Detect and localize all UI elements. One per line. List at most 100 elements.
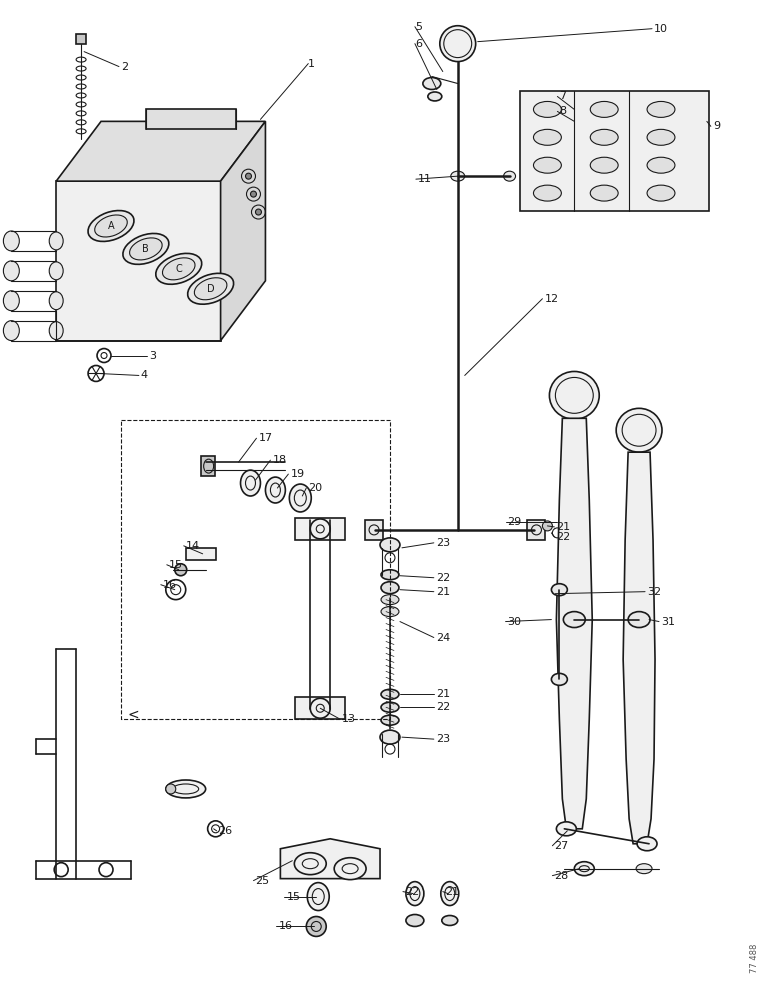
Text: 2: 2	[121, 62, 128, 72]
Polygon shape	[56, 181, 221, 341]
Ellipse shape	[442, 915, 458, 925]
Text: 12: 12	[544, 294, 559, 304]
Ellipse shape	[266, 477, 286, 503]
Text: 15: 15	[169, 560, 183, 570]
Text: 3: 3	[149, 351, 156, 361]
Ellipse shape	[647, 185, 675, 201]
Ellipse shape	[406, 882, 424, 906]
Circle shape	[543, 521, 553, 531]
Ellipse shape	[533, 185, 561, 201]
Text: 5: 5	[415, 22, 422, 32]
Text: 31: 31	[661, 617, 675, 627]
Text: D: D	[207, 284, 215, 294]
Ellipse shape	[380, 730, 400, 744]
Ellipse shape	[616, 408, 662, 452]
Bar	[520, 91, 709, 211]
Ellipse shape	[628, 612, 650, 628]
Text: 32: 32	[647, 587, 661, 597]
Text: 1: 1	[308, 59, 315, 69]
Text: B: B	[143, 244, 149, 254]
Text: 10: 10	[654, 24, 668, 34]
Ellipse shape	[3, 321, 19, 341]
Bar	[365, 520, 383, 540]
Ellipse shape	[381, 715, 399, 725]
Bar	[76, 34, 86, 44]
Bar	[146, 109, 235, 129]
Circle shape	[250, 191, 256, 197]
Ellipse shape	[591, 129, 618, 145]
Ellipse shape	[557, 822, 577, 836]
Ellipse shape	[503, 171, 516, 181]
Ellipse shape	[647, 101, 675, 117]
Bar	[201, 456, 215, 476]
Ellipse shape	[88, 211, 134, 241]
Text: 7: 7	[560, 91, 567, 101]
Ellipse shape	[3, 291, 19, 311]
Text: 29: 29	[507, 517, 522, 527]
Text: 26: 26	[218, 826, 232, 836]
Text: 16: 16	[163, 580, 177, 590]
Ellipse shape	[533, 157, 561, 173]
Text: 21: 21	[436, 587, 450, 597]
Circle shape	[306, 916, 327, 936]
Text: 4: 4	[141, 370, 148, 380]
Ellipse shape	[423, 78, 441, 89]
Text: 22: 22	[436, 702, 450, 712]
Ellipse shape	[428, 92, 442, 101]
Text: 9: 9	[713, 121, 720, 131]
Ellipse shape	[49, 232, 63, 250]
Text: 22: 22	[436, 573, 450, 583]
Ellipse shape	[381, 570, 399, 580]
Ellipse shape	[647, 129, 675, 145]
Ellipse shape	[49, 322, 63, 340]
Text: 13: 13	[342, 714, 356, 724]
Text: 30: 30	[507, 617, 522, 627]
Text: 19: 19	[290, 469, 304, 479]
Ellipse shape	[3, 231, 19, 251]
Ellipse shape	[441, 882, 459, 906]
Ellipse shape	[636, 864, 652, 874]
Ellipse shape	[334, 858, 366, 880]
Ellipse shape	[307, 883, 329, 911]
Text: 28: 28	[554, 871, 569, 881]
Ellipse shape	[195, 278, 227, 300]
Text: 15: 15	[286, 892, 300, 902]
Ellipse shape	[381, 595, 399, 605]
Polygon shape	[56, 121, 266, 181]
Circle shape	[174, 564, 187, 576]
Ellipse shape	[241, 470, 260, 496]
Ellipse shape	[123, 233, 169, 264]
Ellipse shape	[574, 862, 594, 876]
Text: 23: 23	[436, 734, 450, 744]
Ellipse shape	[564, 612, 585, 628]
Polygon shape	[280, 839, 380, 879]
Ellipse shape	[440, 26, 476, 62]
Text: 21: 21	[436, 689, 450, 699]
Ellipse shape	[551, 584, 567, 596]
Text: 14: 14	[186, 541, 200, 551]
Ellipse shape	[381, 607, 399, 617]
Circle shape	[166, 784, 176, 794]
Ellipse shape	[550, 371, 599, 419]
Ellipse shape	[451, 171, 465, 181]
Ellipse shape	[381, 702, 399, 712]
Ellipse shape	[381, 689, 399, 699]
Ellipse shape	[551, 673, 567, 685]
Ellipse shape	[406, 915, 424, 926]
Ellipse shape	[533, 129, 561, 145]
Ellipse shape	[162, 258, 195, 280]
Text: 23: 23	[436, 538, 450, 548]
Ellipse shape	[166, 780, 205, 798]
Ellipse shape	[591, 157, 618, 173]
Polygon shape	[296, 697, 345, 719]
Text: C: C	[175, 264, 182, 274]
Ellipse shape	[637, 837, 657, 851]
Polygon shape	[221, 121, 266, 341]
Ellipse shape	[49, 292, 63, 310]
Ellipse shape	[156, 253, 201, 284]
Text: 22: 22	[405, 887, 419, 897]
Bar	[527, 520, 546, 540]
Text: 21: 21	[445, 887, 459, 897]
Ellipse shape	[591, 101, 618, 117]
Text: 6: 6	[415, 39, 422, 49]
